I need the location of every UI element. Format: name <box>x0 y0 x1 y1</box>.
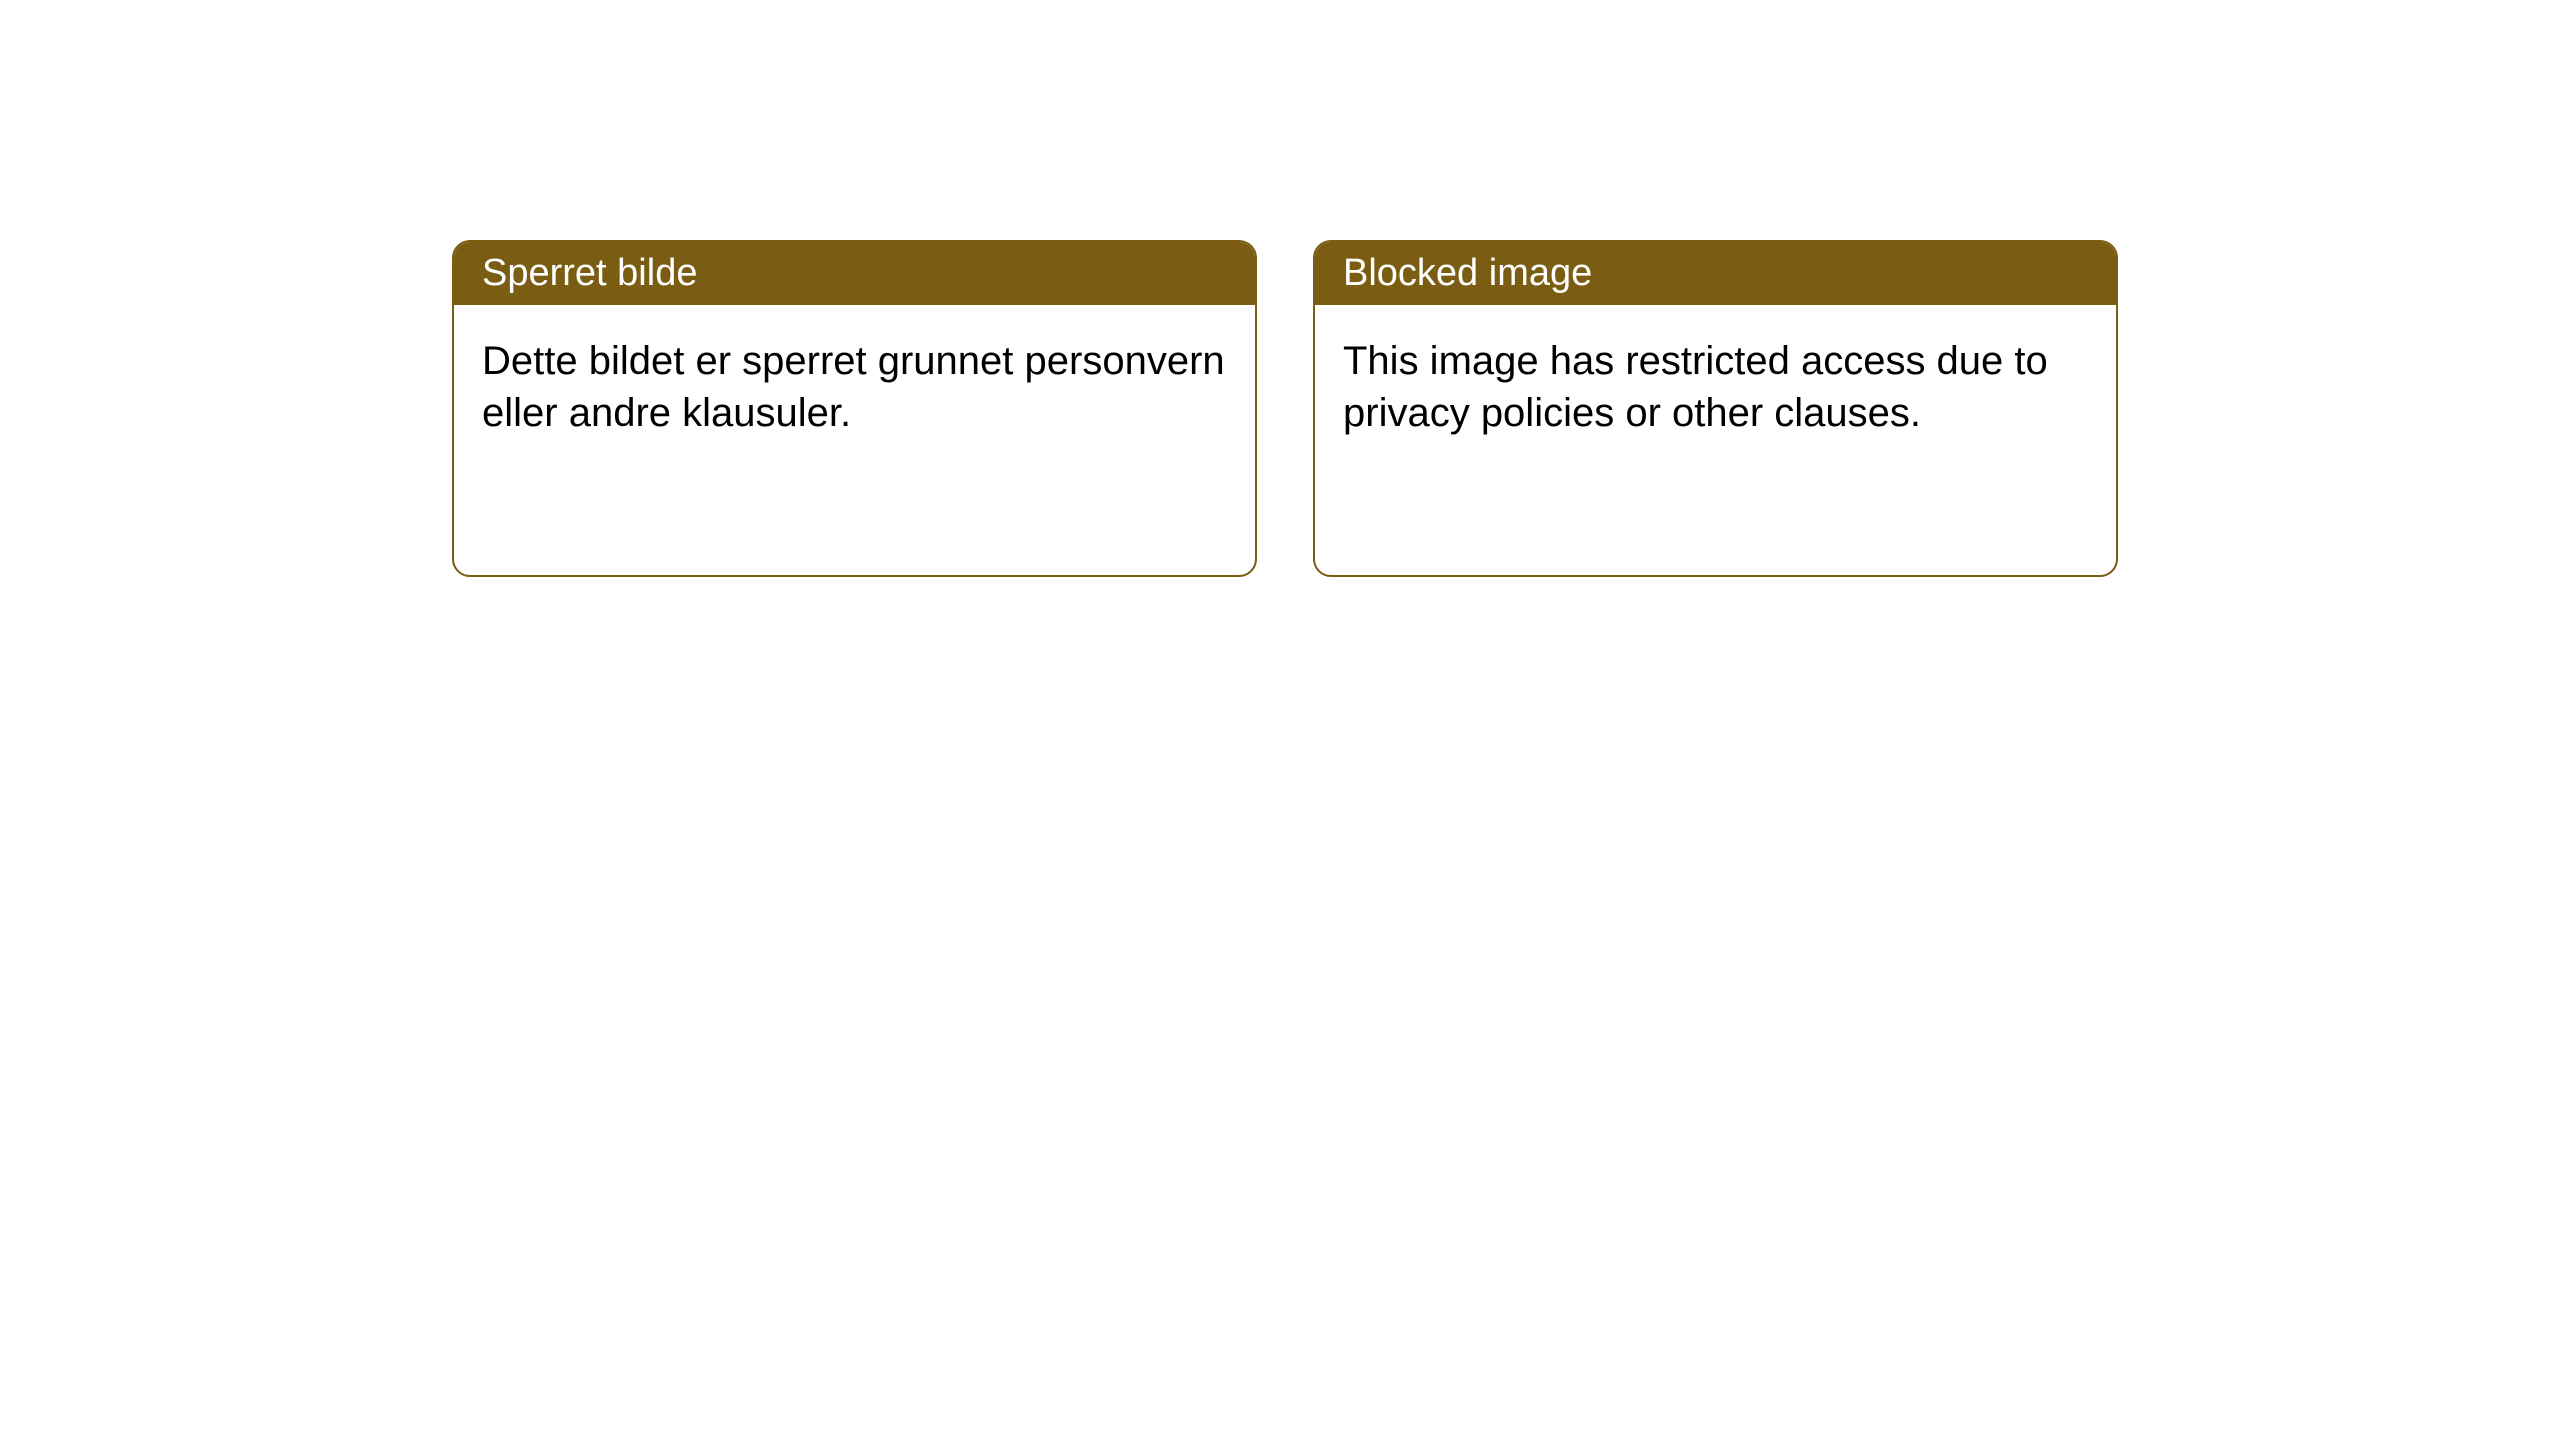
notice-body-norwegian: Dette bildet er sperret grunnet personve… <box>454 305 1255 469</box>
notice-card-english: Blocked image This image has restricted … <box>1313 240 2118 577</box>
notice-container: Sperret bilde Dette bildet er sperret gr… <box>0 0 2560 577</box>
notice-header-english: Blocked image <box>1315 242 2116 305</box>
notice-body-english: This image has restricted access due to … <box>1315 305 2116 469</box>
notice-header-norwegian: Sperret bilde <box>454 242 1255 305</box>
notice-card-norwegian: Sperret bilde Dette bildet er sperret gr… <box>452 240 1257 577</box>
